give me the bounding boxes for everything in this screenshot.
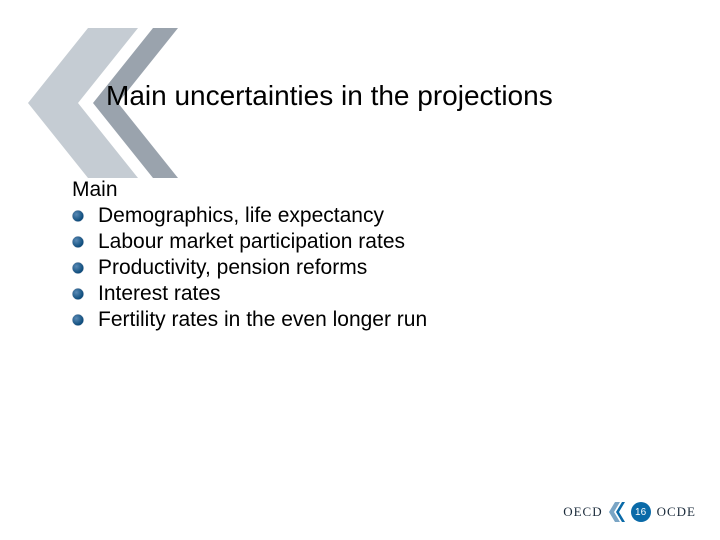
bullet-sphere-icon xyxy=(72,262,84,274)
bullet-sphere-icon xyxy=(72,210,84,222)
bullet-text: Fertility rates in the even longer run xyxy=(98,308,427,332)
list-item: Demographics, life expectancy xyxy=(72,204,427,228)
page-number: 16 xyxy=(635,507,646,518)
list-item: Interest rates xyxy=(72,282,427,306)
bullet-text: Demographics, life expectancy xyxy=(98,204,384,228)
bullet-list: Demographics, life expectancy Labour mar… xyxy=(72,204,427,332)
bullet-sphere-icon xyxy=(72,314,84,326)
page-number-badge: 16 xyxy=(631,502,651,522)
bullet-text: Interest rates xyxy=(98,282,221,306)
footer-chevron-icon xyxy=(609,502,625,522)
slide-title: Main uncertainties in the projections xyxy=(106,80,553,112)
bullet-text: Productivity, pension reforms xyxy=(98,256,367,280)
list-item: Labour market participation rates xyxy=(72,230,427,254)
subheading: Main xyxy=(72,178,427,202)
footer-right-text: OCDE xyxy=(657,504,696,520)
bullet-text: Labour market participation rates xyxy=(98,230,405,254)
footer-left-text: OECD xyxy=(563,504,602,520)
bullet-sphere-icon xyxy=(72,236,84,248)
slide-body: Main Demographics, life expectancy Labou… xyxy=(72,178,427,334)
list-item: Fertility rates in the even longer run xyxy=(72,308,427,332)
list-item: Productivity, pension reforms xyxy=(72,256,427,280)
slide: Main uncertainties in the projections Ma… xyxy=(0,0,720,540)
bullet-sphere-icon xyxy=(72,288,84,300)
slide-footer: OECD 16 OCDE xyxy=(563,502,696,522)
